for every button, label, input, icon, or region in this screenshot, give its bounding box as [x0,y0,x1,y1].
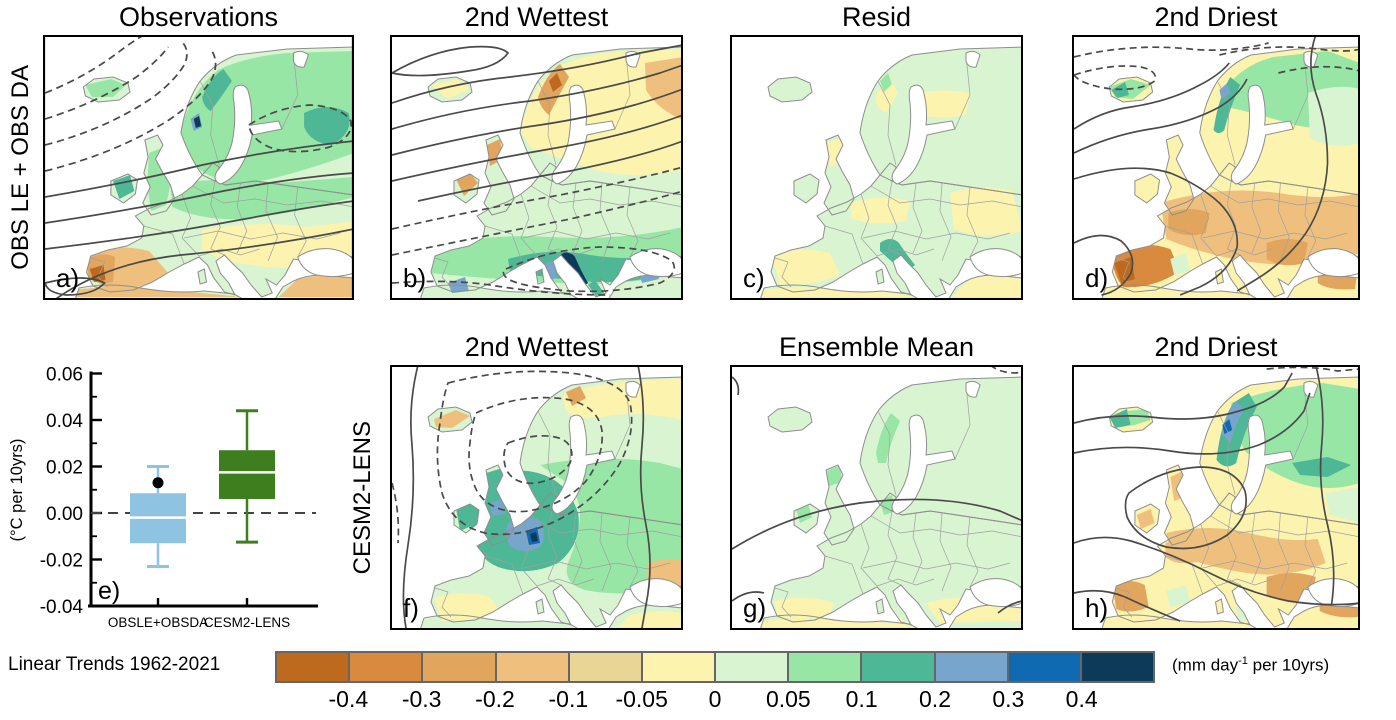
colorbar-caption: Linear Trends 1962-2021 [8,654,221,675]
row-label-cesm: CESM2-LENS [342,365,384,630]
colorbar-tick-label: -0.3 [401,686,442,712]
panel-f-map: f) [390,365,683,630]
panel-f-2nd-wettest: 2nd Wettest f) [390,332,683,630]
panel-e-letter: e) [98,577,120,605]
colorbar-tick-label: 0.05 [765,686,811,712]
panel-f-title: 2nd Wettest [464,332,609,362]
panel-b-letter: b) [403,263,427,293]
colorbar-tick-label: 0 [708,686,722,712]
row-label-obs-text: OBS LE + OBS DA [7,65,34,270]
colorbar-tick-label: 0.2 [919,686,951,712]
svg-text:-0.04: -0.04 [40,597,84,618]
colorbar-tick-labels: -0.4 -0.3 -0.2 -0.1 -0.05 0 0.05 0.1 0.2 0.3 0.4 [275,686,1155,716]
colorbar-tick-label: 0.1 [845,686,878,712]
colorbar-units: (mm day-1 per 10yrs) [1172,655,1330,675]
colorbar-tick-label: -0.4 [328,686,369,712]
panel-a-observations: Observations a) [43,2,354,300]
panel-a-map: a) [43,35,354,300]
panel-h-map: h) [1072,365,1360,630]
row-label-cesm-text: CESM2-LENS [349,420,376,575]
panel-g-title: Ensemble Mean [778,332,975,362]
colorbar-cell-1 [350,653,424,681]
panel-h-title: 2nd Driest [1154,332,1278,362]
panel-f-letter: f) [403,593,419,623]
colorbar-tick-label: -0.1 [548,686,589,712]
panel-a-title: Observations [118,2,279,32]
panel-a-letter: a) [56,263,80,293]
boxplot-y-axis-label: (°C per 10yrs) [8,439,26,542]
boxplot-panel-e: -0.04 -0.02 0.00 0.02 0.04 0.06 OBSLE+OBSDA CES… [0,340,340,650]
panel-c-title: Resid [841,2,912,32]
boxplot-category-label: OBSLE+OBSDA [108,615,208,630]
colorbar-cell-8 [862,653,936,681]
panel-b-map: b) [390,35,683,300]
panel-g-letter: g) [743,593,767,623]
colorbar-cell-7 [789,653,863,681]
boxplot-category-label: CESM2-LENS [204,615,290,630]
colorbar-cell-2 [423,653,497,681]
colorbar-cell-0 [277,653,351,681]
colorbar-cell-3 [496,653,570,681]
colorbar-tick-label: -0.05 [615,686,668,712]
panel-c-map: c) [730,35,1023,300]
panel-d-letter: d) [1085,263,1109,293]
panel-h-2nd-driest: 2nd Driest h) [1072,332,1360,630]
colorbar-cell-9 [935,653,1009,681]
panel-g-map: g) [730,365,1023,630]
row-label-obs: OBS LE + OBS DA [0,35,42,300]
panel-d-2nd-driest: 2nd Driest d) [1072,2,1360,300]
panel-h-letter: h) [1085,593,1109,623]
colorbar-tick-label: 0.3 [992,686,1025,712]
colorbar-cell-10 [1008,653,1082,681]
svg-text:0.06: 0.06 [46,365,83,386]
svg-text:0.00: 0.00 [46,504,83,525]
colorbar-cell-5 [642,653,717,681]
panel-b-2nd-wettest: 2nd Wettest b) [390,2,683,300]
colorbar-tick-label: -0.2 [475,686,515,712]
panel-c-resid: Resid c) [730,2,1023,300]
colorbar-cell-6 [716,653,790,681]
colorbar [275,651,1155,683]
panel-g-ensemble-mean: Ensemble Mean g) [730,332,1023,630]
panel-d-map: d) [1072,35,1360,300]
svg-text:-0.02: -0.02 [40,551,83,572]
panel-b-title: 2nd Wettest [464,2,609,32]
colorbar-cell-11 [1081,653,1154,681]
svg-text:0.02: 0.02 [46,458,83,479]
colorbar-cell-4 [569,653,643,681]
panel-c-letter: c) [743,263,765,293]
colorbar-tick-label: 0.4 [1065,686,1098,712]
svg-text:0.04: 0.04 [46,411,83,432]
panel-d-title: 2nd Driest [1154,2,1278,32]
